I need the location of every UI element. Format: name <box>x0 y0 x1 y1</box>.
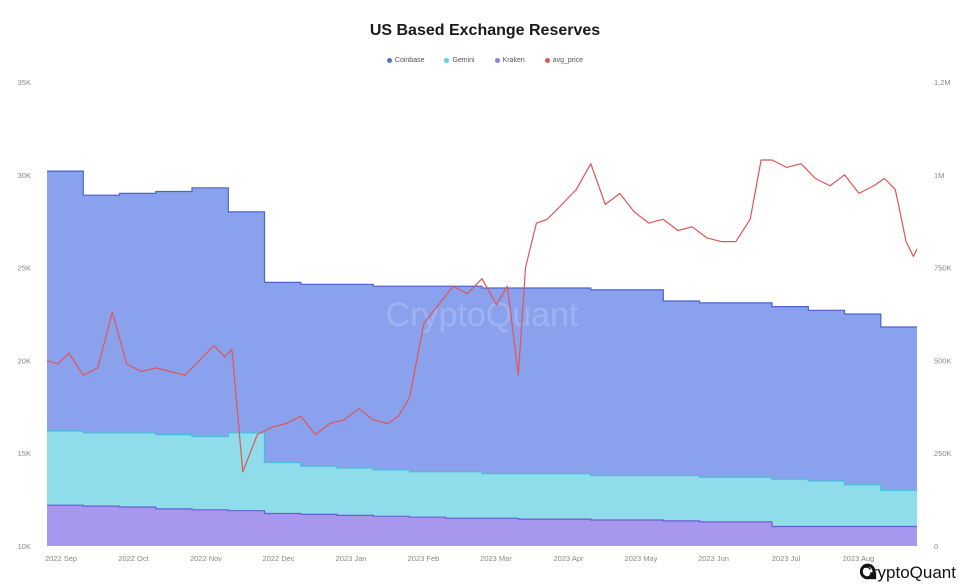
legend-item-avg-price[interactable]: avg_price <box>544 57 584 64</box>
watermark-text: CryptoQuant <box>386 296 579 334</box>
legend-item-kraken[interactable]: Kraken <box>494 57 525 64</box>
y-left-tick-label: 30K <box>18 171 31 180</box>
series-line-avg-price <box>46 159 918 473</box>
legend-label-coinbase: Coinbase <box>394 57 425 64</box>
x-tick-label: 2023 Mar <box>480 554 512 563</box>
x-tick-label: 2022 Nov <box>190 554 222 563</box>
y-left-tick-label: 25K <box>18 264 31 273</box>
x-tick-label: 2022 Dec <box>262 554 294 563</box>
x-tick-label: 2023 Jun <box>698 554 729 563</box>
chart-legend: Coinbase Gemini Kraken avg_price <box>0 57 970 64</box>
cryptoquant-logo: CryptoQuant <box>859 563 956 583</box>
legend-label-gemini: Gemini <box>452 57 475 64</box>
legend-swatch-coinbase <box>386 57 392 63</box>
chart-title: US Based Exchange Reserves <box>369 22 601 39</box>
y-right-tick-label: 250K <box>934 449 952 458</box>
y-right-tick-label: 1.2M <box>934 78 951 87</box>
y-left-tick-label: 35K <box>18 78 31 87</box>
x-tick-label: 2022 Oct <box>118 554 149 563</box>
series-line-kraken <box>47 504 917 528</box>
series-area-kraken <box>47 505 917 546</box>
legend-label-kraken: Kraken <box>502 57 525 64</box>
legend-swatch-gemini <box>444 57 450 63</box>
brand-name: CryptoQuant <box>859 563 956 582</box>
x-tick-label: 2023 Apr <box>553 554 584 563</box>
x-tick-label: 2023 Jan <box>336 554 367 563</box>
y-left-tick-label: 20K <box>18 356 31 365</box>
legend-swatch-kraken <box>494 57 500 63</box>
y-right-tick-label: 500K <box>934 356 952 365</box>
y-right-tick-label: 0 <box>934 542 938 551</box>
x-tick-label: 2023 Jul <box>772 554 801 563</box>
y-left-tick-label: 15K <box>18 449 31 458</box>
cryptoquant-logo-icon <box>859 563 876 580</box>
y-right-tick-label: 750K <box>934 264 952 273</box>
legend-swatch-avg-price <box>544 57 550 63</box>
series-line-coinbase <box>47 170 917 328</box>
y-left-tick-label: 10K <box>18 542 31 551</box>
legend-item-gemini[interactable]: Gemini <box>444 57 475 64</box>
x-tick-label: 2023 Feb <box>408 554 440 563</box>
series-line-gemini <box>47 430 917 491</box>
y-right-tick-label: 1M <box>934 171 944 180</box>
x-tick-label: 2023 May <box>625 554 658 563</box>
legend-item-coinbase[interactable]: Coinbase <box>386 57 425 64</box>
legend-label-avg-price: avg_price <box>552 57 584 64</box>
x-tick-label: 2022 Sep <box>45 554 77 563</box>
x-tick-label: 2023 Aug <box>843 554 875 563</box>
